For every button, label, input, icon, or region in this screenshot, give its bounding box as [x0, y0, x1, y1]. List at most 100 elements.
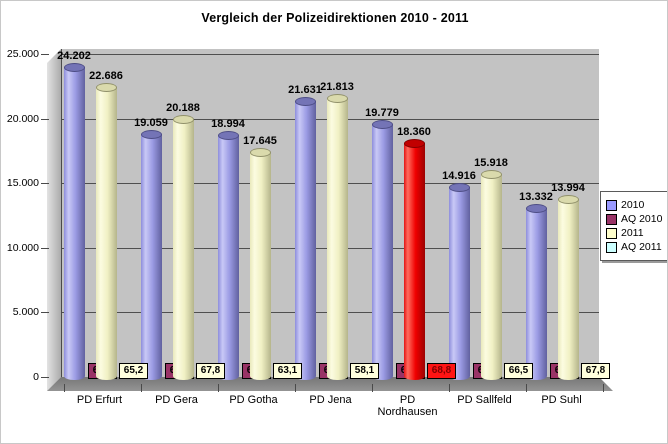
bar-body — [449, 187, 470, 380]
y-axis-label-0: 0 — [33, 371, 39, 383]
bar-top-ellipse — [526, 203, 547, 213]
y-axis-label-10.000: 10.000 — [6, 241, 39, 254]
value-label-2010-pd-gera: 19.059 — [134, 116, 168, 129]
chart-title: Vergleich der Polizeidirektionen 2010 - … — [201, 11, 469, 25]
legend-swatch-aq-2010 — [606, 213, 617, 225]
bar-top-ellipse — [558, 195, 579, 205]
bar-2010-pd-erfurt — [64, 63, 85, 380]
x-axis-tick-0 — [64, 384, 65, 392]
bar-body — [404, 142, 425, 380]
bar-2011-pd-nordhausen — [404, 138, 425, 380]
bar-top-ellipse — [96, 82, 117, 92]
y-axis-tick-10.000 — [41, 247, 49, 249]
legend-label-2011: 2011 — [621, 227, 644, 239]
bar-2011-pd-sallfeld — [481, 170, 502, 380]
bar-body — [372, 124, 393, 380]
bar-body — [526, 207, 547, 380]
bar-body — [558, 199, 579, 380]
bar-body — [250, 152, 271, 380]
legend-swatch-2010 — [606, 199, 617, 211]
bar-body — [481, 174, 502, 380]
bar-top-ellipse — [404, 138, 425, 148]
x-axis-tick-1 — [141, 384, 142, 392]
bar-2010-pd-jena — [295, 96, 316, 380]
bar-top-ellipse — [141, 129, 162, 139]
bar-2011-pd-gotha — [250, 148, 271, 380]
bar-2011-pd-gera — [173, 115, 194, 380]
x-axis-label-pd-nordhausen: PD Nordhausen — [377, 394, 438, 418]
bar-2010-pd-sallfeld — [449, 183, 470, 380]
legend-label-aq-2010: AQ 2010 — [621, 213, 663, 225]
bar-2011-pd-erfurt — [96, 82, 117, 380]
bar-body — [96, 86, 117, 380]
y-axis-tick-0 — [41, 377, 49, 378]
legend-swatch-aq-2011 — [606, 241, 617, 253]
legend-item-2011: 2011 — [606, 227, 662, 239]
aq-label-aq-2011-pd-sallfeld: 66,5 — [504, 363, 533, 379]
bar-2011-pd-suhl — [558, 195, 579, 380]
value-label-2011-pd-jena: 21.813 — [320, 81, 354, 94]
y-axis-tick-5.000 — [41, 312, 49, 314]
value-label-2010-pd-gotha: 18.994 — [211, 117, 245, 130]
legend-item-aq-2010: AQ 2010 — [606, 213, 662, 225]
y-axis-label-15.000: 15.000 — [6, 177, 39, 190]
bar-body — [64, 67, 85, 380]
y-axis-label-5.000: 5.000 — [12, 306, 39, 319]
aq-label-aq-2011-pd-suhl: 67,8 — [581, 363, 610, 379]
bar-body — [141, 133, 162, 380]
aq-label-aq-2011-pd-gotha: 63,1 — [273, 363, 302, 379]
value-label-2010-pd-sallfeld: 14.916 — [442, 170, 476, 183]
x-axis-label-pd-suhl: PD Suhl — [541, 394, 582, 406]
value-label-2011-pd-gotha: 17.645 — [243, 135, 277, 148]
legend-item-2010: 2010 — [606, 199, 662, 211]
x-axis-tick-7 — [603, 384, 604, 392]
plot-left-wall — [47, 49, 61, 391]
aq-label-aq-2011-pd-nordhausen: 68,8 — [427, 363, 456, 379]
plot-floor — [47, 377, 613, 391]
x-axis-tick-3 — [295, 384, 296, 392]
value-label-2010-pd-erfurt: 24.202 — [57, 50, 91, 63]
bar-top-ellipse — [372, 120, 393, 130]
bar-top-ellipse — [173, 115, 194, 125]
y-axis-tick-15.000 — [41, 183, 49, 185]
aq-label-aq-2011-pd-jena: 58,1 — [350, 363, 379, 379]
value-label-2010-pd-suhl: 13.332 — [519, 190, 553, 203]
x-axis-tick-6 — [526, 384, 527, 392]
bar-top-ellipse — [64, 63, 85, 73]
value-label-2011-pd-nordhausen: 18.360 — [397, 125, 431, 138]
bar-2010-pd-gera — [141, 129, 162, 380]
gridline-25.000 — [62, 54, 599, 55]
bar-body — [173, 119, 194, 380]
y-axis-label-25.000: 25.000 — [6, 48, 39, 60]
bar-top-ellipse — [449, 183, 470, 193]
y-axis-tick-20.000 — [41, 118, 49, 120]
bar-top-ellipse — [250, 148, 271, 158]
y-axis-label-20.000: 20.000 — [6, 112, 39, 125]
bar-top-ellipse — [327, 94, 348, 104]
x-axis-label-pd-sallfeld: PD Sallfeld — [457, 394, 512, 406]
x-axis-tick-2 — [218, 384, 219, 392]
value-label-2011-pd-sallfeld: 15.918 — [474, 157, 508, 170]
x-axis-label-pd-gotha: PD Gotha — [229, 394, 278, 406]
value-label-2011-pd-gera: 20.188 — [166, 102, 200, 115]
aq-label-aq-2011-pd-gera: 67,8 — [196, 363, 225, 379]
legend-label-2010: 2010 — [621, 199, 645, 211]
bar-body — [295, 100, 316, 380]
value-label-2010-pd-nordhausen: 19.779 — [365, 107, 399, 120]
value-label-2011-pd-suhl: 13.994 — [551, 182, 585, 195]
y-axis-tick-25.000 — [41, 54, 49, 55]
legend: 2010 AQ 2010 2011 AQ 2011 — [600, 191, 667, 261]
bar-2010-pd-suhl — [526, 203, 547, 380]
x-axis-label-pd-gera: PD Gera — [155, 394, 198, 406]
bar-2010-pd-gotha — [218, 130, 239, 380]
bar-top-ellipse — [295, 96, 316, 106]
x-axis-tick-5 — [449, 384, 450, 392]
x-axis-tick-4 — [372, 384, 373, 392]
legend-label-aq-2011: AQ 2011 — [621, 241, 662, 253]
bar-top-ellipse — [481, 170, 502, 180]
aq-label-aq-2011-pd-erfurt: 65,2 — [119, 363, 148, 379]
bar-top-ellipse — [218, 130, 239, 140]
bar-body — [327, 98, 348, 380]
bar-2011-pd-jena — [327, 94, 348, 380]
